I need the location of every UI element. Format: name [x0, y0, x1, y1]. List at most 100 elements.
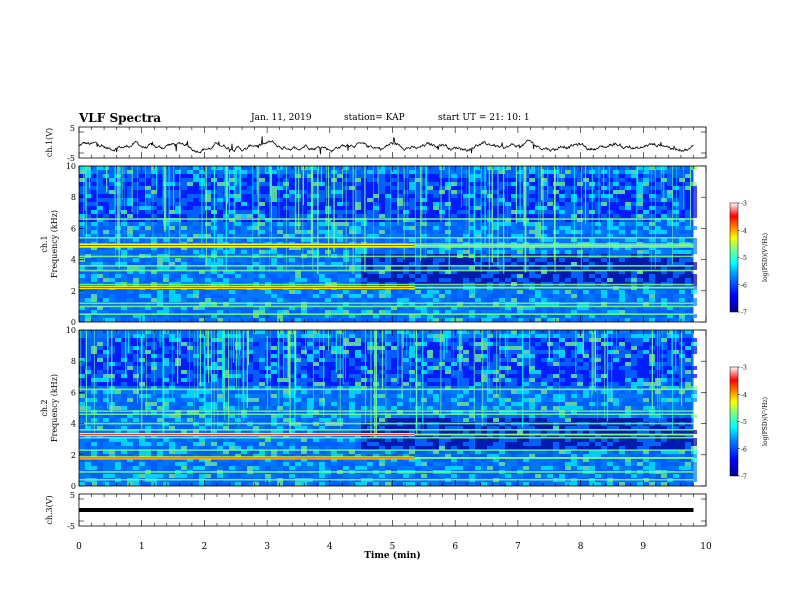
spectrogram-cell	[241, 230, 247, 234]
spectrogram-cell	[451, 474, 457, 478]
spectrogram-cell	[91, 270, 97, 274]
spectrogram-cell	[85, 218, 91, 222]
spectrogram-cell	[601, 202, 607, 206]
spectrogram-cell	[85, 418, 91, 422]
spectrogram-cell	[511, 358, 517, 362]
spectrogram-cell	[85, 474, 91, 478]
spectrogram-cell	[163, 266, 169, 270]
spectrogram-cell	[565, 466, 571, 470]
spectrogram-cell	[403, 330, 409, 334]
spectrogram-cell	[517, 430, 523, 434]
spectrogram-cell	[199, 442, 205, 446]
spectrogram-cell	[361, 170, 367, 174]
spectrogram-cell	[181, 266, 187, 270]
spectrogram-cell	[391, 166, 397, 170]
spectrogram-cell	[379, 278, 385, 282]
spectrogram-cell	[469, 482, 475, 486]
spectrogram-cell	[577, 182, 583, 186]
spectrogram-cell	[97, 218, 103, 222]
spectrogram-cell	[397, 198, 403, 202]
spectrogram-cell	[283, 330, 289, 334]
spectrogram-cell	[121, 258, 127, 262]
spectrogram-cell	[463, 330, 469, 334]
spectrogram-cell	[457, 430, 463, 434]
spectrogram-cell	[181, 174, 187, 178]
spectrogram-cell	[547, 222, 553, 226]
spectrogram-cell	[649, 222, 655, 226]
spectrogram-cell	[127, 438, 133, 442]
spectrogram-cell	[535, 218, 541, 222]
spectrogram-cell	[607, 258, 613, 262]
spectrogram-cell	[577, 230, 583, 234]
spectrogram-cell	[205, 298, 211, 302]
spectrogram-cell	[319, 342, 325, 346]
spectrogram-cell	[181, 378, 187, 382]
spectrogram-cell	[499, 278, 505, 282]
spectrogram-cell	[433, 222, 439, 226]
spectrogram-cell	[349, 230, 355, 234]
spectrogram-cell	[139, 466, 145, 470]
spectrogram-cell	[595, 262, 601, 266]
spectrogram-cell	[127, 366, 133, 370]
spectrogram-cell	[631, 206, 637, 210]
spectrogram-cell	[139, 210, 145, 214]
spectrogram-cell	[601, 310, 607, 314]
spectrogram-cell	[313, 438, 319, 442]
spectrogram-cell	[289, 354, 295, 358]
spectrogram-cell	[571, 298, 577, 302]
spectrogram-cell	[289, 398, 295, 402]
spectrogram-cell	[493, 350, 499, 354]
spectrogram-cell	[433, 306, 439, 310]
spectrogram-cell	[505, 410, 511, 414]
spectrogram-cell	[163, 294, 169, 298]
spectrogram-cell	[379, 226, 385, 230]
spectrogram-cell	[193, 454, 199, 458]
spectrogram-cell	[487, 314, 493, 318]
spectrogram-cell	[505, 406, 511, 410]
spectrogram-cell	[163, 430, 169, 434]
spectrogram-cell	[691, 266, 697, 270]
spectrogram-cell	[655, 218, 661, 222]
spectrogram-cell	[493, 438, 499, 442]
spectrogram-cell	[319, 294, 325, 298]
spectrogram-cell	[403, 274, 409, 278]
spectrogram-cell	[229, 178, 235, 182]
spectrogram-cell	[391, 306, 397, 310]
spectrogram-cell	[685, 178, 691, 182]
spectrogram-cell	[613, 246, 619, 250]
spectrogram-cell	[547, 246, 553, 250]
spectrogram-cell	[229, 198, 235, 202]
spectrogram-cell	[259, 226, 265, 230]
spectrogram-cell	[553, 266, 559, 270]
spectrogram-cell	[469, 350, 475, 354]
spectrogram-cell	[121, 418, 127, 422]
spectrogram-cell	[499, 370, 505, 374]
spectrogram-cell	[337, 346, 343, 350]
spectrogram-cell	[481, 438, 487, 442]
spectrogram-cell	[463, 234, 469, 238]
spectrogram-cell	[79, 170, 85, 174]
spectrogram-cell	[337, 274, 343, 278]
spectrogram-cell	[307, 182, 313, 186]
spectrogram-cell	[595, 370, 601, 374]
spectrogram-cell	[583, 306, 589, 310]
spectrogram-cell	[613, 234, 619, 238]
spectrogram-cell	[373, 246, 379, 250]
spectrogram-cell	[295, 306, 301, 310]
spectrogram-cell	[193, 482, 199, 486]
spectrogram-cell	[355, 294, 361, 298]
spectrogram-cell	[499, 334, 505, 338]
spectrogram-cell	[595, 338, 601, 342]
spectrogram-cell	[115, 398, 121, 402]
spectrogram-cell	[481, 246, 487, 250]
spectrogram-cell	[205, 170, 211, 174]
spectrogram-cell	[403, 438, 409, 442]
spectrogram-cell	[217, 350, 223, 354]
spectrogram-cell	[301, 234, 307, 238]
spectrogram-cell	[139, 442, 145, 446]
spectrogram-cell	[133, 334, 139, 338]
spectrogram-cell	[175, 170, 181, 174]
spectrogram-cell	[541, 310, 547, 314]
spectrogram-cell	[265, 386, 271, 390]
spectrogram-cell	[241, 438, 247, 442]
